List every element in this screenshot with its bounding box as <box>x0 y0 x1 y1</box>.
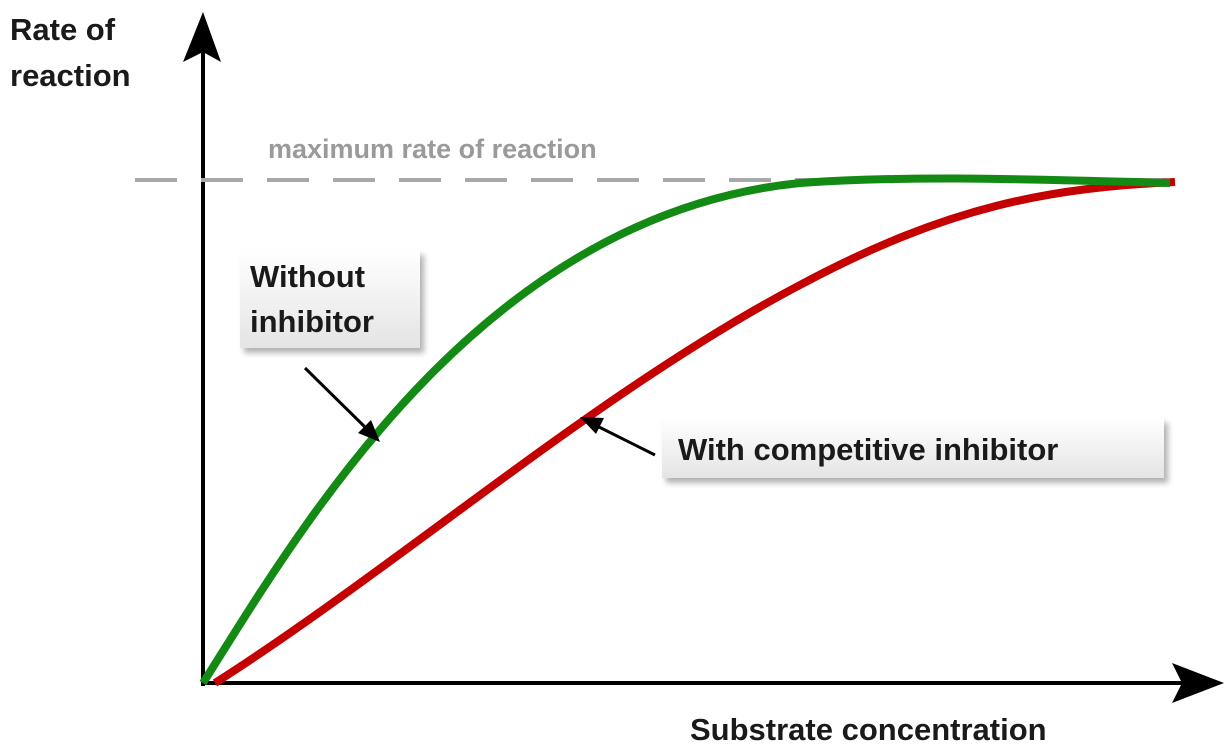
x-axis-arrow <box>1172 663 1224 703</box>
uninhibited-curve <box>199 174 1171 686</box>
y-axis-arrow <box>183 12 221 62</box>
max-rate-label: maximum rate of reaction <box>268 134 597 164</box>
y-axis-label: reaction <box>10 58 131 93</box>
pointer-head <box>580 417 604 434</box>
curve-label: inhibitor <box>250 304 374 339</box>
inhibited-curve <box>212 178 1176 687</box>
pointer-head <box>358 420 380 442</box>
pointer-line <box>303 366 370 432</box>
y-axis-label: Rate of <box>10 12 116 47</box>
curve-label: With competitive inhibitor <box>678 432 1058 467</box>
label-box <box>240 250 420 348</box>
curve-label: Without <box>250 259 365 294</box>
label-box <box>662 418 1164 478</box>
pointer-line <box>594 423 656 457</box>
x-axis-label: Substrate concentration <box>690 712 1047 747</box>
